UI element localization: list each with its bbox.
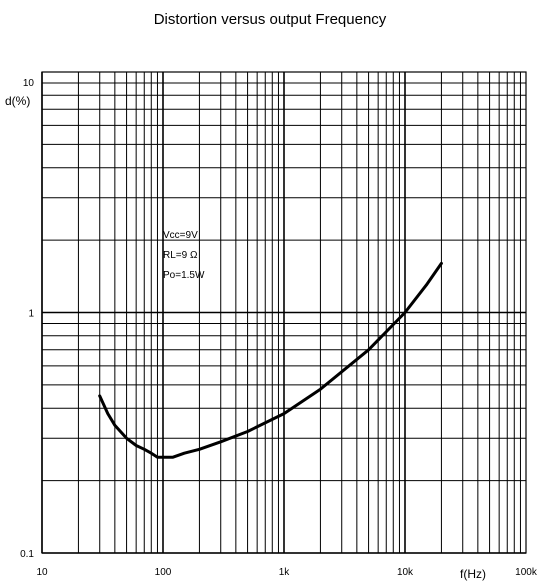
grid: [41, 72, 526, 554]
annotation-vcc: Vcc=9V: [163, 230, 198, 241]
plot-frame: [41, 71, 527, 554]
y-axis-label: d(%): [5, 94, 30, 108]
x-tick-label: 10k: [397, 567, 414, 578]
annotation-rl: RL=9 Ω: [163, 250, 198, 261]
annotation-po: Po=1.5W: [163, 270, 205, 281]
chart-title: Distortion versus output Frequency: [154, 11, 387, 28]
y-tick-label: 1: [28, 309, 34, 320]
x-tick-label: 100: [155, 567, 172, 578]
x-tick-label: 10: [36, 567, 48, 578]
x-axis-label: f(Hz): [460, 567, 486, 581]
x-tick-label: 1k: [279, 567, 291, 578]
distortion-curve: [98, 261, 443, 459]
y-tick-label: 10: [23, 78, 35, 89]
conditions-annotation: Vcc=9V RL=9 Ω Po=1.5W: [163, 230, 205, 281]
y-tick-label: 0.1: [20, 549, 34, 560]
tick-labels: 10 100 1k 10k 100k 10 1 0.1: [20, 78, 538, 578]
x-tick-label: 100k: [515, 567, 538, 578]
